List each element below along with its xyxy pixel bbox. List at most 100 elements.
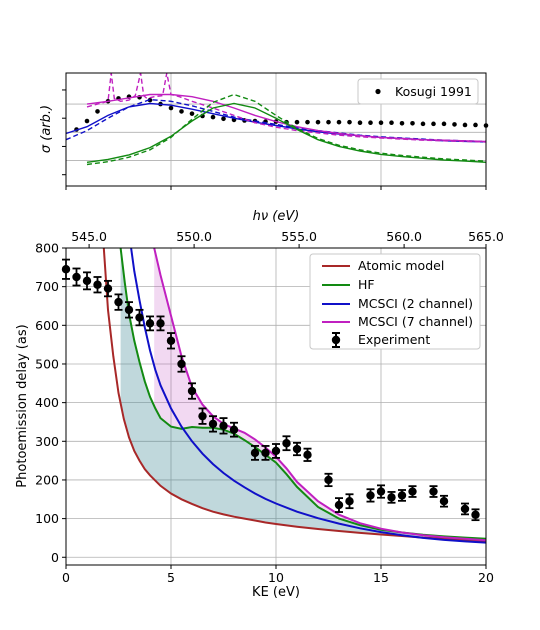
top-legend-label: Kosugi 1991 (395, 84, 472, 99)
top-legend: Kosugi 1991 (357, 78, 479, 105)
top-axis-tick-label-2: 555.0 (281, 229, 317, 244)
top-ticks (62, 89, 487, 190)
experiment-point-4 (103, 279, 113, 298)
experiment-marker (166, 336, 176, 345)
top-axis-tick-label-1: 550.0 (176, 229, 212, 244)
top-ylabel: σ (arb.) (39, 105, 54, 153)
top-dot-1 (84, 118, 90, 124)
legend-label-mcsci7: MCSCI (7 channel) (358, 314, 473, 329)
top-dot-11 (189, 111, 195, 116)
curve-atomic-model (102, 247, 487, 542)
experiment-point-15 (219, 417, 228, 435)
top-axis-tick-label-3: 560.0 (386, 229, 422, 244)
bottom-ytick-label-5: 500 (35, 356, 59, 371)
top-curve-5 (86, 102, 487, 163)
experiment-marker (219, 421, 228, 431)
experiment-marker (250, 448, 260, 458)
experiment-marker (135, 313, 144, 322)
bottom-ytick-label-1: 100 (35, 511, 59, 526)
bottom-grid (66, 248, 486, 565)
legend-label-atomic: Atomic model (358, 258, 444, 273)
experiment-point-18 (261, 445, 270, 461)
experiment-point-27 (376, 484, 386, 499)
experiment-marker (345, 497, 354, 506)
top-dot-38 (473, 122, 478, 128)
experiment-point-20 (282, 435, 291, 452)
experiment-point-25 (345, 493, 354, 510)
legend-marker-experiment (331, 332, 341, 348)
experiment-marker (103, 284, 113, 293)
experiment-point-6 (124, 301, 134, 319)
bottom-ytick-label-0: 0 (51, 550, 59, 565)
experiment-marker (387, 493, 396, 502)
experiment-point-14 (208, 415, 218, 433)
bottom-ylabel: Photoemission delay (as) (15, 324, 30, 487)
experiment-point-21 (292, 441, 302, 457)
experiment-point-9 (156, 315, 165, 332)
experiment-point-33 (460, 502, 470, 516)
experiment-marker (271, 446, 281, 456)
experiment-point-2 (82, 271, 92, 291)
bottom-xlabel: KE (eV) (252, 585, 300, 600)
curve-mcsci-7-channel- (153, 247, 487, 542)
experiment-marker (198, 411, 207, 421)
top-axis-tick-label-4: 565.0 (468, 229, 504, 244)
experiment-point-12 (187, 382, 197, 400)
top-dot-29 (378, 120, 384, 126)
experiment-marker (366, 491, 375, 500)
experiment-marker (145, 319, 155, 328)
experiment-marker (229, 425, 239, 434)
experiment-point-7 (135, 308, 144, 327)
experiment-marker (177, 359, 186, 369)
experiment-marker (460, 504, 470, 514)
experiment-point-13 (198, 407, 207, 425)
experiment-point-28 (387, 491, 396, 504)
top-dot-7 (147, 97, 153, 103)
experiment-marker (82, 276, 92, 286)
experiment-marker (429, 487, 438, 496)
experiment-point-26 (366, 488, 375, 503)
bottom-xtick-label-1: 5 (167, 570, 175, 585)
legend-label-hf: HF (358, 277, 375, 292)
bottom-ytick-label-3: 300 (35, 434, 59, 449)
top-dot-28 (368, 120, 373, 126)
top-axis-xlabel: hν (eV) (253, 209, 300, 224)
top-series (65, 72, 489, 166)
experiment-marker (187, 386, 197, 396)
experiment-point-19 (271, 443, 281, 459)
bottom-ytick-label-8: 800 (35, 241, 59, 256)
experiment-point-22 (303, 447, 312, 462)
experiment-point-29 (397, 489, 407, 502)
top-dot-13 (210, 114, 216, 120)
bottom-xtick-label-4: 20 (478, 570, 494, 585)
experiment-marker (93, 280, 102, 289)
experiment-marker (72, 272, 81, 282)
top-dot-24 (326, 119, 331, 125)
experiment-point-3 (93, 276, 102, 294)
experiment-marker (397, 491, 407, 500)
bottom-points (61, 258, 480, 522)
bottom-legend: Atomic model HF MCSCI (2 channel) MCSCI … (309, 253, 481, 350)
experiment-point-30 (408, 485, 417, 498)
top-panel: σ (arb.) Kosugi 1991 (39, 72, 489, 190)
top-dot-23 (315, 119, 321, 125)
top-dot-33 (420, 121, 426, 127)
curve-mcsci-2-channel- (130, 247, 487, 544)
top-legend-marker (375, 88, 381, 95)
bottom-ytick-label-7: 700 (35, 279, 59, 294)
experiment-point-34 (471, 508, 480, 522)
legend-label-experiment: Experiment (358, 332, 430, 347)
experiment-marker (376, 487, 386, 496)
top-dot-34 (431, 121, 436, 127)
experiment-marker (292, 444, 302, 454)
top-dot-2 (95, 109, 100, 114)
experiment-point-8 (145, 315, 155, 332)
top-curve-4 (86, 72, 487, 143)
experiment-marker (334, 500, 344, 510)
top-axis-tick-label-0: 545.0 (71, 229, 107, 244)
bottom-fills (120, 248, 486, 541)
top-legend-box (357, 78, 479, 105)
experiment-point-23 (324, 472, 333, 488)
